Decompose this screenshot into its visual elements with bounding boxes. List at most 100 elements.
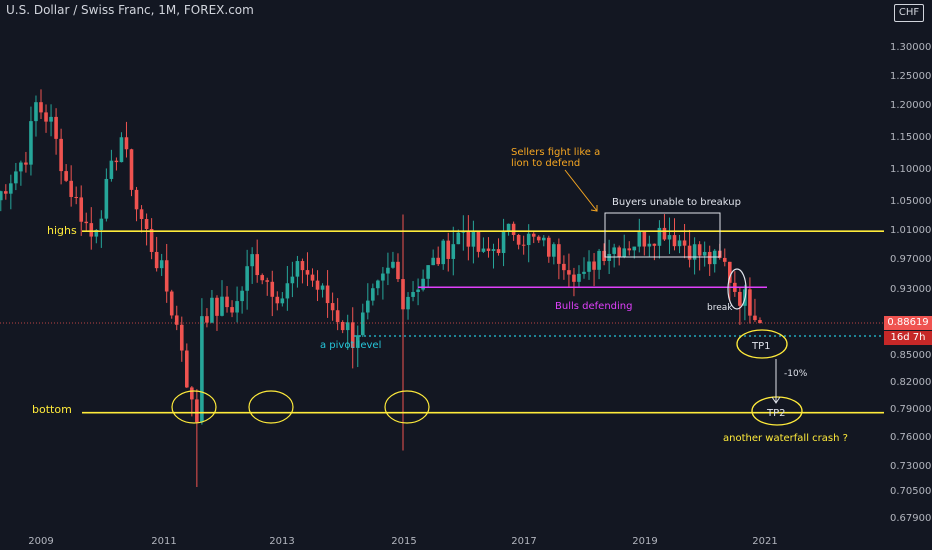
candle-body bbox=[210, 297, 214, 323]
sellers-label-line1: Sellers fight like a bbox=[511, 147, 600, 158]
candle-body bbox=[562, 263, 566, 271]
y-tick-label: 0.76000 bbox=[890, 432, 931, 443]
candle-body bbox=[511, 223, 516, 235]
candle-body bbox=[79, 197, 84, 222]
candle-body bbox=[185, 350, 189, 388]
tp2-circle bbox=[751, 396, 803, 426]
candle-body bbox=[280, 298, 285, 304]
candle-body bbox=[446, 240, 451, 259]
candle-body bbox=[707, 251, 712, 265]
candle-body bbox=[431, 257, 435, 266]
y-tick-label: 1.20000 bbox=[890, 100, 931, 111]
candle-body bbox=[451, 244, 456, 259]
y-tick-label: 0.67900 bbox=[890, 513, 931, 524]
candle-body bbox=[335, 310, 340, 322]
y-tick-label: 0.93000 bbox=[890, 284, 931, 295]
candle-body bbox=[104, 178, 109, 219]
y-tick-label: 0.73000 bbox=[890, 461, 931, 472]
candle-body bbox=[149, 228, 154, 252]
y-tick-label: 1.30000 bbox=[890, 42, 931, 53]
waterfall-label: another waterfall crash ? bbox=[723, 433, 848, 444]
buyers-label: Buyers unable to breakup bbox=[612, 197, 741, 208]
candle-body bbox=[9, 183, 13, 194]
candle-body bbox=[728, 261, 732, 283]
candle-body bbox=[612, 247, 616, 254]
candle-body bbox=[622, 248, 627, 257]
candle-body bbox=[169, 291, 174, 316]
candle-body bbox=[567, 270, 571, 275]
x-axis: 2009 2011 2013 2015 2017 2019 2021 bbox=[28, 536, 777, 547]
candle-body bbox=[687, 245, 692, 260]
candle-body bbox=[39, 102, 43, 113]
candle-body bbox=[426, 265, 430, 279]
break-circle bbox=[727, 268, 747, 310]
candle-body bbox=[496, 249, 501, 254]
candle-body bbox=[19, 162, 23, 172]
y-tick-label: 0.70500 bbox=[890, 486, 931, 497]
y-tick-label: 1.10000 bbox=[890, 164, 931, 175]
candle-body bbox=[89, 223, 94, 237]
candle-body bbox=[230, 307, 234, 313]
candle-body bbox=[672, 235, 677, 247]
candle-body bbox=[652, 243, 657, 246]
candle-body bbox=[476, 231, 481, 252]
chart-title: U.S. Dollar / Swiss Franc, 1M, FOREX.com bbox=[6, 3, 254, 17]
candle-body bbox=[541, 237, 546, 241]
candle-body bbox=[235, 301, 239, 313]
candle-body bbox=[758, 320, 762, 324]
x-tick-label: 2011 bbox=[151, 536, 176, 547]
candle-body bbox=[506, 223, 511, 232]
candle-body bbox=[632, 246, 637, 251]
candle-body bbox=[94, 229, 99, 237]
candle-body bbox=[657, 227, 662, 246]
candle-body bbox=[366, 300, 370, 313]
candle-body bbox=[597, 250, 601, 270]
candle-body bbox=[240, 290, 244, 302]
last-price-tag: 0.88619 bbox=[884, 316, 932, 330]
bulls-label: Bulls defending bbox=[555, 301, 632, 312]
x-tick-label: 2019 bbox=[632, 536, 657, 547]
candle-body bbox=[526, 233, 531, 246]
candle-body bbox=[144, 219, 149, 229]
candle-body bbox=[154, 251, 159, 269]
currency-badge[interactable]: CHF bbox=[894, 4, 924, 22]
buyers-box bbox=[604, 212, 721, 258]
candle-body bbox=[592, 261, 596, 270]
tp1-label: TP1 bbox=[751, 341, 771, 352]
candle-body bbox=[753, 315, 757, 321]
candle-body bbox=[74, 196, 78, 198]
candle-body bbox=[305, 270, 310, 275]
candle-body bbox=[602, 250, 606, 262]
candle-body bbox=[109, 160, 114, 179]
candle-body bbox=[190, 387, 194, 400]
candle-body bbox=[200, 316, 204, 423]
x-tick-label: 2017 bbox=[511, 536, 536, 547]
candle-body bbox=[406, 296, 410, 310]
candle-body bbox=[722, 257, 727, 262]
candle-body bbox=[29, 121, 33, 165]
candle-body bbox=[59, 138, 63, 172]
candle-body bbox=[667, 235, 672, 240]
candle-body bbox=[340, 321, 345, 331]
candle-body bbox=[114, 160, 119, 163]
candle-body bbox=[587, 261, 591, 272]
candle-body bbox=[119, 137, 124, 163]
countdown-tag: 16d 7h bbox=[884, 331, 932, 345]
candle-body bbox=[572, 274, 576, 282]
bottom-circle-2011 bbox=[171, 390, 217, 424]
overlays-layer: highs bottom a pivot level Bulls defendi… bbox=[0, 147, 884, 444]
candle-body bbox=[536, 236, 541, 241]
candle-body bbox=[702, 251, 707, 256]
bottom-circle-2012 bbox=[248, 390, 294, 424]
break-label: break bbox=[707, 303, 733, 313]
x-tick-label: 2021 bbox=[752, 536, 777, 547]
candle-body bbox=[376, 280, 380, 289]
candle-body bbox=[436, 257, 440, 265]
pivot-label: a pivot level bbox=[320, 340, 381, 351]
candle-body bbox=[300, 261, 305, 271]
candle-body bbox=[84, 221, 89, 224]
candle-body bbox=[471, 231, 476, 247]
candle-body bbox=[411, 291, 415, 297]
candle-body bbox=[662, 227, 667, 240]
candle-body bbox=[516, 234, 521, 245]
